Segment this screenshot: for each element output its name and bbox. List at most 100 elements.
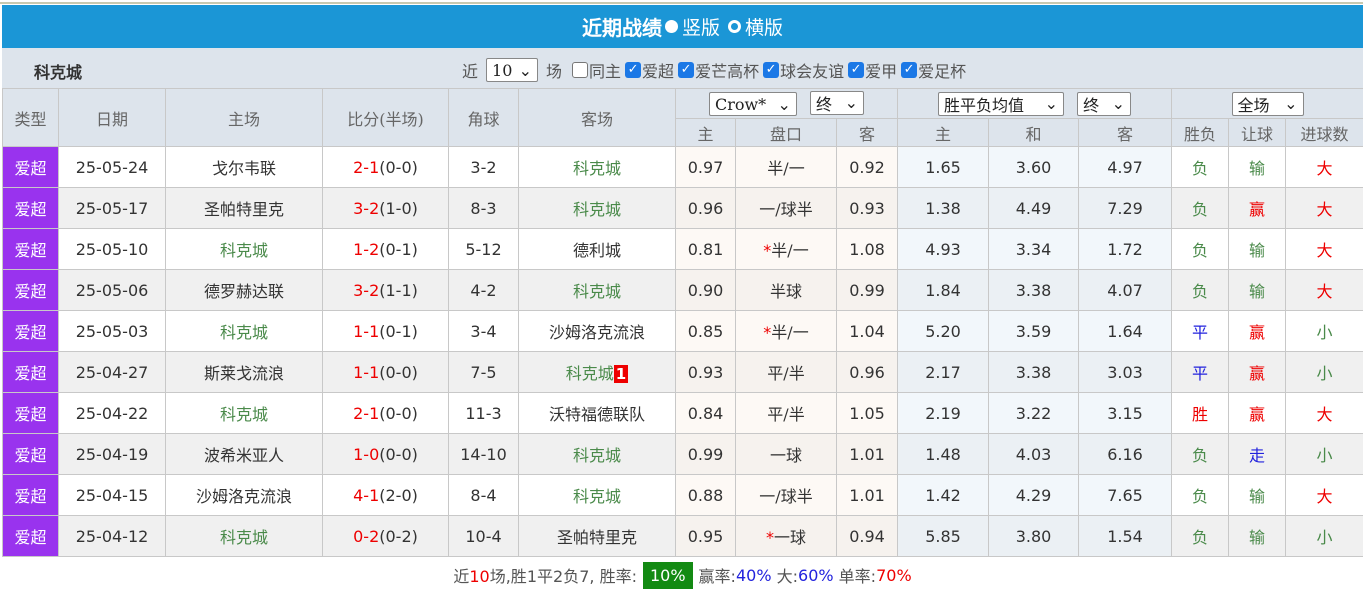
e_draw: 4.29: [1015, 485, 1052, 505]
e_home: 2.17: [925, 362, 961, 382]
top-border: [0, 0, 1363, 4]
e_away: 3.15: [1107, 403, 1143, 423]
col-date: 日期: [58, 88, 166, 147]
half: (2-0): [379, 485, 418, 505]
euro-type-select[interactable]: 胜平负均值 ⌄: [937, 91, 1064, 116]
over-under-cell: 大: [1285, 187, 1363, 229]
star-mark: *: [763, 241, 772, 260]
euro-stage-select[interactable]: 终 ⌄: [1077, 91, 1132, 116]
league-checkbox-label[interactable]: 爱芒高杯: [695, 62, 760, 81]
home-cell: 科克城: [165, 228, 323, 270]
a_away: 0.93: [849, 198, 885, 218]
odd-rate-label: 单率:: [838, 567, 877, 586]
chevron-down-icon: ⌄: [518, 60, 533, 80]
chevron-down-icon: ⌄: [1111, 94, 1126, 113]
score: 1-1: [353, 321, 380, 341]
score: 1-1: [353, 362, 380, 382]
away-cell: 科克城: [518, 269, 676, 311]
home-team: 沙姆洛克流浪: [195, 487, 292, 506]
asian-away-odds: 1.01: [836, 474, 898, 516]
euro-away-odds: 1.64: [1077, 310, 1173, 352]
asian-company-value: Crow*: [714, 94, 767, 114]
away-team: 沃特福德联队: [548, 405, 645, 424]
chevron-down-icon: ⌄: [844, 93, 859, 113]
handicap-cell: 一球: [735, 433, 837, 475]
ah: 赢: [1249, 200, 1266, 219]
result-cell: 负: [1171, 515, 1230, 557]
euro-home-odds: 4.93: [897, 228, 989, 270]
away-cell: 科克城: [518, 146, 676, 188]
home-team: 斯莱戈流浪: [203, 364, 284, 383]
odd-rate: 70%: [876, 565, 912, 585]
handicap-result-cell: 输: [1228, 474, 1287, 516]
euro-away-odds: 3.15: [1077, 392, 1173, 434]
subcol-header: 盘口: [735, 118, 837, 147]
euro-type-value: 胜平负均值: [943, 95, 1024, 115]
radio-horizontal[interactable]: [728, 20, 741, 33]
result: 负: [1192, 200, 1209, 219]
star-mark: *: [765, 528, 774, 547]
radio-vertical-label[interactable]: 竖版: [681, 17, 720, 39]
asian-home-odds: 0.90: [675, 269, 736, 311]
radio-vertical[interactable]: [664, 20, 678, 33]
score: 1-0: [353, 444, 380, 464]
asian-home-odds: 0.81: [675, 228, 736, 270]
ou: 大: [1316, 487, 1333, 506]
league-checkbox[interactable]: ✓: [678, 62, 695, 78]
league-checkbox[interactable]: [572, 62, 589, 78]
handicap-result-cell: 赢: [1228, 187, 1287, 229]
result: 平: [1192, 364, 1209, 383]
league-checkbox[interactable]: ✓: [625, 62, 642, 78]
e_draw: 3.38: [1015, 280, 1052, 300]
handicap: 半/一: [767, 159, 805, 178]
period-select[interactable]: 全场 ⌄: [1231, 91, 1304, 116]
away-team: 科克城: [565, 364, 614, 383]
league-checkbox-label[interactable]: 爱超: [642, 62, 675, 81]
over-under-cell: 大: [1285, 392, 1363, 434]
league-checkbox-label[interactable]: 球会友谊: [780, 62, 845, 81]
recent-count-select[interactable]: 10 ⌄: [486, 58, 539, 82]
subcol-header: 和: [988, 118, 1079, 147]
asian-home-odds: 0.84: [675, 392, 736, 434]
league-checkbox[interactable]: ✓: [763, 62, 780, 78]
a_home: 0.93: [687, 362, 724, 382]
euro-away-odds: 6.16: [1077, 433, 1173, 475]
league-checkbox-label[interactable]: 爱足杯: [918, 62, 967, 81]
table-row: 爱超 25-04-27 斯莱戈流浪 1-1(0-0) 7-5 科克城 1 0.93 平/半 0.9…: [2, 351, 1363, 393]
chevron-down-icon: ⌄: [1044, 94, 1058, 113]
half: (0-0): [379, 157, 418, 177]
radio-horizontal-label[interactable]: 横版: [745, 17, 784, 39]
corners: 14-10: [460, 444, 507, 464]
euro-home-odds: 5.20: [897, 310, 989, 352]
a_home: 0.99: [687, 444, 724, 464]
asian-company-select[interactable]: Crow* ⌄: [708, 92, 797, 117]
league-checkbox-label[interactable]: 同主: [589, 62, 622, 81]
handicap-result-cell: 赢: [1228, 351, 1287, 393]
euro-home-odds: 1.84: [897, 269, 989, 311]
score-cell: 4-1(2-0): [322, 474, 449, 516]
league-checkbox[interactable]: ✓: [901, 62, 918, 78]
euro-away-odds: 7.65: [1077, 474, 1173, 516]
table-row: 爱超 25-05-06 德罗赫达联 3-2(1-1) 4-2 科克城 0.90 半球 0.99 1…: [2, 269, 1363, 311]
win-rate-badge: 10%: [642, 561, 693, 589]
euro-draw-odds: 3.34: [988, 228, 1079, 270]
league-type: 爱超: [14, 528, 47, 547]
league-checkbox[interactable]: ✓: [848, 62, 865, 78]
home-cell: 斯莱戈流浪: [165, 351, 323, 393]
a_home: 0.84: [687, 403, 724, 423]
asian-stage-select[interactable]: 终 ⌄: [810, 90, 865, 115]
half: (0-0): [379, 362, 418, 382]
euro-home-odds: 2.19: [897, 392, 989, 434]
col-score: 比分(半场): [322, 88, 449, 147]
e_away: 4.07: [1107, 280, 1143, 300]
table-row: 爱超 25-05-24 戈尔韦联 2-1(0-0) 3-2 科克城 0.97 半/一 0.92 1…: [2, 146, 1363, 188]
ou-rate: 60%: [798, 565, 834, 585]
a_away: 1.08: [849, 239, 885, 259]
handicap-cell: 半/一: [735, 146, 837, 188]
ah: 走: [1249, 446, 1266, 465]
league-checkbox-label[interactable]: 爱甲: [865, 62, 898, 81]
asian-away-odds: 1.08: [836, 228, 898, 270]
ou: 大: [1316, 200, 1333, 219]
score-cell: 1-1(0-0): [322, 351, 449, 393]
e_draw: 3.60: [1015, 157, 1052, 177]
